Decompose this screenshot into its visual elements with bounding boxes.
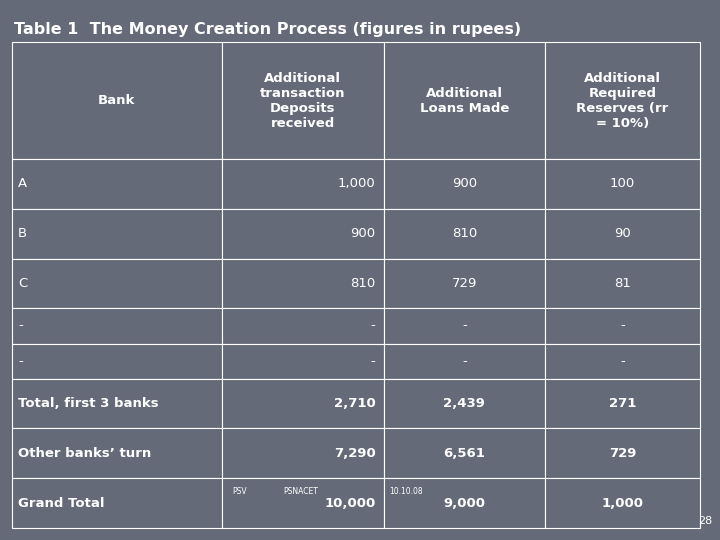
Text: 900: 900 (351, 227, 376, 240)
Text: 28: 28 (698, 516, 712, 526)
Text: Additional
Loans Made: Additional Loans Made (420, 86, 509, 114)
Bar (222, 478, 384, 528)
Bar (545, 478, 700, 528)
Bar (12, 42, 222, 159)
Text: PSV: PSV (232, 487, 246, 496)
Text: PSNACET: PSNACET (283, 487, 318, 496)
Bar (12, 478, 222, 528)
Bar (12, 428, 222, 478)
Bar (12, 379, 222, 428)
Bar (222, 259, 384, 308)
Text: Total, first 3 banks: Total, first 3 banks (18, 397, 158, 410)
Text: Other banks’ turn: Other banks’ turn (18, 447, 151, 460)
Text: 6,561: 6,561 (444, 447, 485, 460)
Text: -: - (620, 320, 625, 333)
Bar (384, 428, 545, 478)
Bar (545, 42, 700, 159)
Text: 1,000: 1,000 (338, 178, 376, 191)
Text: -: - (18, 320, 23, 333)
Text: 7,290: 7,290 (334, 447, 376, 460)
Text: B: B (18, 227, 27, 240)
Bar (222, 308, 384, 343)
Bar (12, 209, 222, 259)
Text: 81: 81 (614, 277, 631, 290)
Text: -: - (371, 355, 376, 368)
Bar (545, 379, 700, 428)
Text: -: - (620, 355, 625, 368)
Bar (384, 42, 545, 159)
Bar (384, 379, 545, 428)
Bar (222, 159, 384, 209)
Bar (222, 379, 384, 428)
Bar (384, 259, 545, 308)
Text: A: A (18, 178, 27, 191)
Bar (545, 308, 700, 343)
Bar (12, 259, 222, 308)
Text: Grand Total: Grand Total (18, 497, 104, 510)
Bar (12, 159, 222, 209)
Bar (545, 209, 700, 259)
Text: 271: 271 (609, 397, 636, 410)
Bar (545, 259, 700, 308)
Bar (222, 42, 384, 159)
Text: -: - (18, 355, 23, 368)
Bar (12, 343, 222, 379)
Text: 900: 900 (451, 178, 477, 191)
Text: 810: 810 (350, 277, 376, 290)
Text: C: C (18, 277, 27, 290)
Text: 810: 810 (451, 227, 477, 240)
Text: 2,710: 2,710 (334, 397, 376, 410)
Text: -: - (462, 320, 467, 333)
Text: -: - (371, 320, 376, 333)
Bar (384, 308, 545, 343)
Text: Bank: Bank (98, 94, 135, 107)
Text: Additional
transaction
Deposits
received: Additional transaction Deposits received (260, 72, 346, 130)
Bar (222, 209, 384, 259)
Bar (545, 428, 700, 478)
Text: 10,000: 10,000 (324, 497, 376, 510)
Bar (545, 343, 700, 379)
Bar (222, 428, 384, 478)
Text: 729: 729 (609, 447, 636, 460)
Text: 10.10.08: 10.10.08 (390, 487, 423, 496)
Text: 729: 729 (451, 277, 477, 290)
Bar (222, 343, 384, 379)
Bar (545, 159, 700, 209)
Bar (384, 478, 545, 528)
Text: 9,000: 9,000 (444, 497, 485, 510)
Bar (384, 209, 545, 259)
Text: Additional
Required
Reserves (rr
= 10%): Additional Required Reserves (rr = 10%) (577, 72, 669, 130)
Text: 100: 100 (610, 178, 635, 191)
Bar (384, 159, 545, 209)
Text: 90: 90 (614, 227, 631, 240)
Bar (12, 308, 222, 343)
Bar (384, 343, 545, 379)
Text: 1,000: 1,000 (602, 497, 644, 510)
Text: 2,439: 2,439 (444, 397, 485, 410)
Text: -: - (462, 355, 467, 368)
Text: Table 1  The Money Creation Process (figures in rupees): Table 1 The Money Creation Process (figu… (14, 22, 521, 37)
